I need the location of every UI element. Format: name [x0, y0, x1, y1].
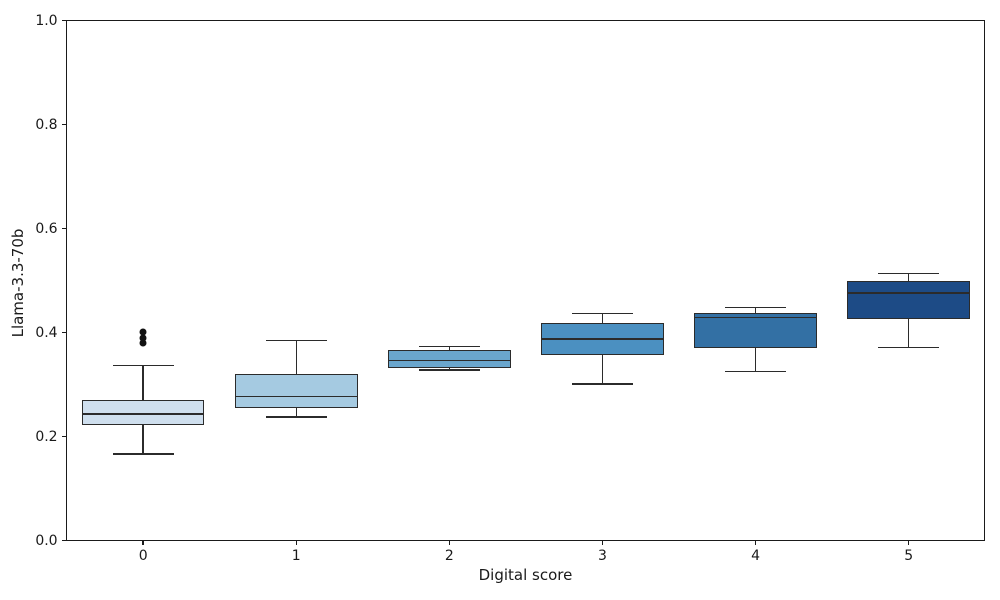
- x-tick-label: 2: [444, 547, 454, 564]
- y-axis-label: Llama-3.3-70b: [9, 228, 27, 338]
- x-tick-mark: [295, 540, 297, 546]
- x-tick-mark: [142, 540, 144, 546]
- y-tick-label: 0.6: [35, 220, 58, 237]
- y-tick-label: 0.2: [35, 428, 58, 445]
- y-tick-mark: [62, 540, 67, 542]
- x-tick-mark: [448, 540, 451, 546]
- median-line: [541, 338, 664, 340]
- whisker-upper-stem: [908, 273, 910, 282]
- box: [847, 281, 970, 319]
- median-line: [694, 316, 817, 319]
- x-tick-label: 3: [598, 547, 607, 564]
- whisker-lower-cap: [112, 453, 174, 455]
- whisker-lower-cap: [878, 347, 940, 349]
- whisker-upper-stem: [295, 340, 297, 374]
- box: [694, 313, 817, 348]
- whisker-upper-stem: [601, 313, 604, 324]
- y-tick-mark: [62, 436, 67, 438]
- y-tick-mark: [62, 20, 67, 22]
- x-tick-label: 4: [751, 547, 761, 564]
- y-tick-label: 0.0: [35, 532, 58, 549]
- plot-area: [66, 20, 985, 541]
- x-tick-mark: [601, 540, 604, 546]
- y-tick-label: 1.0: [35, 12, 58, 29]
- box: [235, 373, 358, 408]
- y-tick-mark: [62, 124, 67, 126]
- whisker-upper-cap: [571, 312, 634, 315]
- whisker-lower-cap: [418, 369, 480, 371]
- median-line: [81, 413, 205, 415]
- whisker-upper-stem: [754, 307, 757, 314]
- whisker-lower-stem: [754, 347, 757, 372]
- box: [388, 350, 511, 369]
- median-line: [235, 395, 358, 398]
- outlier-point: [139, 334, 147, 342]
- y-tick-mark: [62, 332, 67, 334]
- whisker-lower-stem: [295, 407, 297, 417]
- x-axis-label: Digital score: [478, 566, 573, 584]
- x-tick-label: 0: [138, 547, 148, 564]
- median-line: [847, 292, 970, 294]
- whisker-lower-stem: [448, 368, 451, 371]
- whisker-lower-cap: [571, 383, 634, 385]
- x-tick-label: 1: [291, 547, 301, 564]
- whisker-upper-stem: [448, 346, 451, 351]
- outlier-point: [139, 339, 147, 347]
- whisker-upper-stem: [142, 365, 144, 400]
- whisker-lower-cap: [725, 371, 787, 373]
- x-tick-mark: [908, 540, 910, 546]
- whisker-upper-cap: [418, 345, 480, 347]
- whisker-upper-cap: [265, 339, 327, 342]
- outlier-point: [139, 328, 147, 336]
- y-tick-mark: [62, 228, 67, 230]
- box: [81, 399, 205, 426]
- whisker-lower-stem: [142, 425, 144, 454]
- whisker-lower-stem: [908, 318, 910, 348]
- whisker-upper-cap: [112, 364, 174, 367]
- x-tick-mark: [754, 540, 757, 546]
- x-tick-label: 5: [904, 547, 914, 564]
- y-tick-label: 0.4: [35, 324, 58, 341]
- whisker-lower-stem: [601, 354, 604, 385]
- whisker-lower-cap: [265, 416, 327, 418]
- median-line: [388, 359, 511, 361]
- whisker-upper-cap: [725, 307, 787, 309]
- y-tick-label: 0.8: [35, 116, 58, 133]
- whisker-upper-cap: [878, 272, 940, 275]
